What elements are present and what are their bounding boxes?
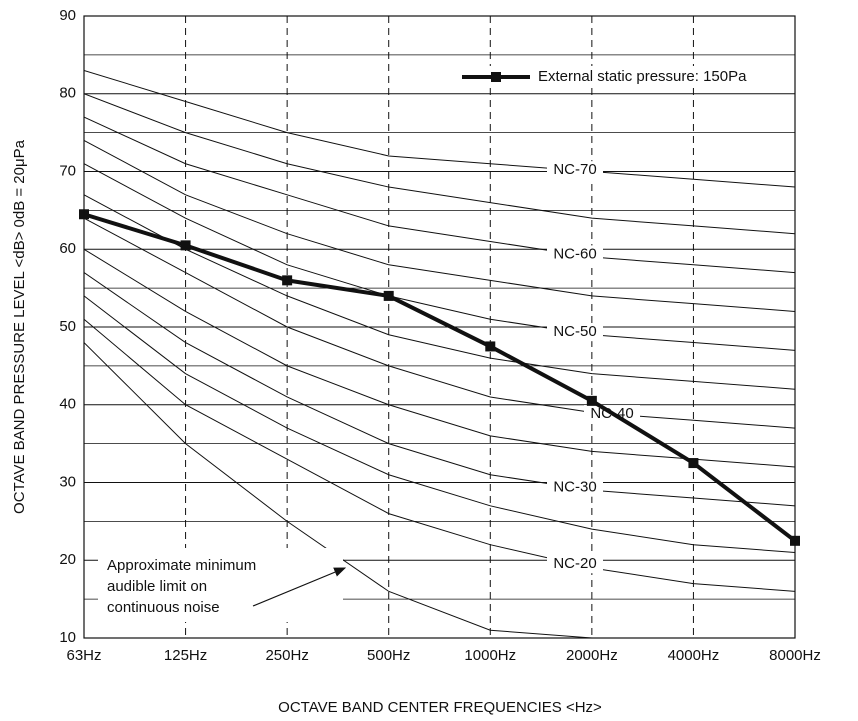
nc-curve bbox=[84, 116, 795, 274]
y-tick-label: 60 bbox=[59, 240, 76, 257]
x-tick-label: 250Hz bbox=[265, 647, 308, 664]
nc-label: NC-60 bbox=[553, 245, 596, 262]
plot-frame bbox=[83, 15, 796, 639]
y-tick-label: 30 bbox=[59, 473, 76, 490]
y-tick-label: 40 bbox=[59, 396, 76, 413]
nc-label: NC-30 bbox=[553, 479, 596, 496]
nc-label-mask bbox=[547, 323, 603, 342]
nc-curve bbox=[84, 93, 795, 235]
y-tick-label: 70 bbox=[59, 162, 76, 179]
y-tick-label: 50 bbox=[59, 318, 76, 335]
x-tick-label: 500Hz bbox=[367, 647, 410, 664]
y-tick-label: 80 bbox=[59, 85, 76, 102]
y-axis-label: OCTAVE BAND PRESSURE LEVEL <dB> 0dB = 20… bbox=[11, 139, 28, 514]
y-tick-label: 90 bbox=[59, 7, 76, 24]
series-marker bbox=[180, 240, 191, 251]
annotation-text: audible limit on bbox=[107, 578, 207, 595]
nc-curve bbox=[84, 163, 795, 351]
series-marker bbox=[688, 458, 699, 469]
y-tick-label: 20 bbox=[59, 551, 76, 568]
overlay: 10 20 30 40 50 60 70 80 90 63Hz 125Hz 250Hz 500Hz 100… bbox=[59, 7, 821, 664]
nc-curve bbox=[84, 194, 795, 390]
series-marker bbox=[282, 275, 293, 286]
x-tick-label: 63Hz bbox=[66, 647, 101, 664]
series-line bbox=[83, 212, 797, 543]
x-tick-label: 8000Hz bbox=[769, 647, 821, 664]
annotation-text: Approximate minimum bbox=[107, 557, 256, 574]
nc-curve bbox=[84, 217, 795, 429]
legend-label: External static pressure: 150Pa bbox=[538, 68, 747, 85]
x-tick-label: 2000Hz bbox=[566, 647, 618, 664]
nc-curve bbox=[84, 318, 795, 592]
nc-label-mask bbox=[547, 478, 603, 497]
annotation-mask bbox=[98, 548, 343, 622]
annotation-text: continuous noise bbox=[107, 599, 220, 616]
nc-curve bbox=[84, 248, 795, 468]
series-marker bbox=[485, 341, 496, 352]
legend-mask bbox=[455, 66, 790, 88]
x-axis-label: OCTAVE BAND CENTER FREQUENCIES <Hz> bbox=[278, 699, 602, 716]
nc-label-mask bbox=[547, 161, 603, 180]
x-tick-label: 4000Hz bbox=[668, 647, 720, 664]
legend-marker bbox=[491, 72, 501, 82]
nc-label-mask bbox=[547, 555, 603, 574]
series-marker bbox=[383, 290, 394, 301]
nc-curve bbox=[84, 295, 795, 553]
nc-curve bbox=[84, 272, 795, 507]
nc-curve bbox=[84, 69, 795, 188]
nc-label-mask bbox=[547, 245, 603, 264]
x-tick-label: 1000Hz bbox=[464, 647, 516, 664]
x-tick-label: 125Hz bbox=[164, 647, 207, 664]
series-marker bbox=[586, 395, 597, 406]
nc-curve bbox=[84, 139, 795, 312]
y-tick-label: 10 bbox=[59, 629, 76, 646]
annotation-arrow bbox=[252, 567, 347, 607]
grid bbox=[84, 15, 795, 639]
nc-label: NC-20 bbox=[553, 555, 596, 572]
nc-label: NC-50 bbox=[553, 323, 596, 340]
nc-label: NC-70 bbox=[553, 161, 596, 178]
